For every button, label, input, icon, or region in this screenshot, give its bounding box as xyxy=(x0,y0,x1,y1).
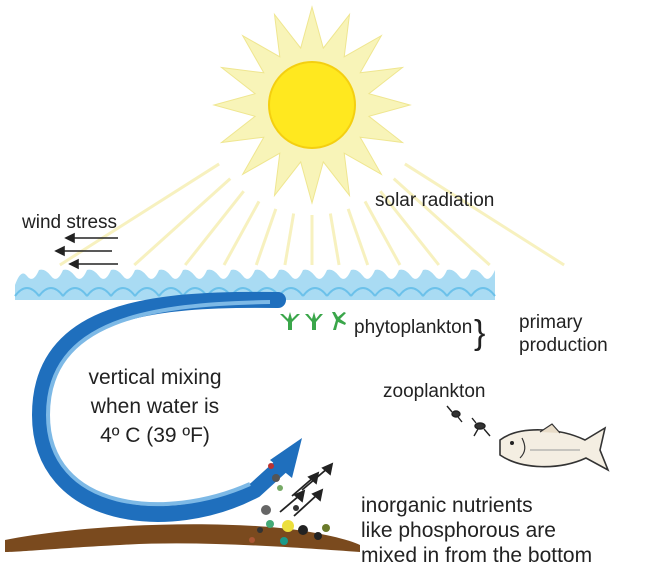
ray xyxy=(184,190,245,266)
ray xyxy=(328,213,341,266)
ray xyxy=(133,177,232,267)
ray xyxy=(379,190,440,266)
ray xyxy=(404,162,565,267)
zooplankton-icons xyxy=(446,405,491,437)
label-nutrients-1: inorganic nutrients xyxy=(361,494,533,517)
mixing-arrow-highlight xyxy=(45,300,271,507)
label-production: production xyxy=(519,335,608,356)
label-zooplankton: zooplankton xyxy=(383,381,485,402)
lake-bottom xyxy=(5,524,360,552)
sun-rays xyxy=(59,162,565,267)
label-primary: primary xyxy=(519,312,583,333)
fish xyxy=(499,423,610,472)
nutrient-arrows xyxy=(279,462,334,517)
mixing-arrowhead xyxy=(270,438,302,478)
ray xyxy=(363,200,402,266)
wind-arrows xyxy=(54,232,118,270)
water-surface xyxy=(15,269,495,300)
ray xyxy=(254,208,278,266)
mixing-arrow xyxy=(31,291,296,522)
ray xyxy=(222,200,261,266)
wave-line xyxy=(14,287,496,297)
label-nutrients-3: mixed in from the bottom xyxy=(361,544,592,567)
label-phytoplankton: phytoplankton xyxy=(354,317,472,338)
label-nutrients-2: like phosphorous are xyxy=(361,519,556,542)
phytoplankton-icons xyxy=(280,312,346,330)
label-solar-radiation: solar radiation xyxy=(375,190,494,211)
label-mixing-3: 4º C (39 ºF) xyxy=(100,424,210,447)
sun xyxy=(268,61,356,149)
ray xyxy=(59,162,220,267)
label-mixing-2: when water is xyxy=(90,395,219,418)
label-mixing-1: vertical mixing xyxy=(88,366,221,389)
ray xyxy=(283,213,296,266)
ray xyxy=(392,177,491,267)
ray xyxy=(346,208,370,266)
label-wind-stress: wind stress xyxy=(21,212,117,233)
nutrient-particles xyxy=(249,463,330,545)
brace: } xyxy=(474,314,485,352)
